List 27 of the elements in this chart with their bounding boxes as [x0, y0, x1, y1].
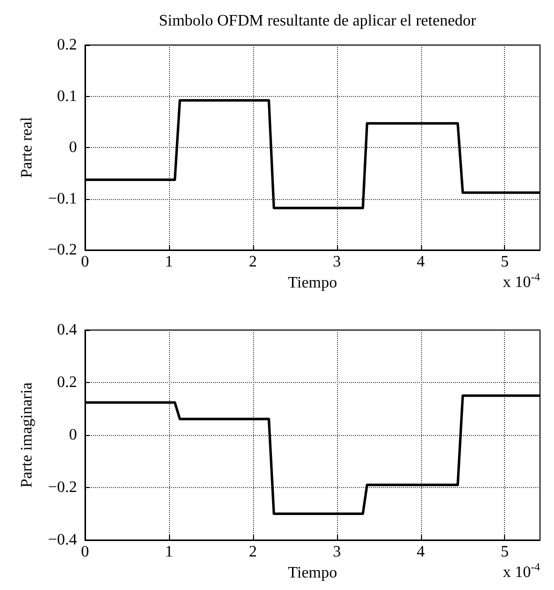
y-tick-label: −0.2: [48, 242, 77, 258]
x-tick-label: 2: [248, 254, 257, 270]
y-tick-label: −0.1: [48, 190, 77, 208]
x-tick-label: 3: [332, 544, 341, 560]
chart-title: Simbolo OFDM resultante de aplicar el retenedor: [158, 12, 477, 30]
y-tick-label: 0.2: [57, 36, 77, 54]
y-axis-title: Parte imaginaria: [18, 382, 36, 488]
x-tick-label: 5: [500, 254, 509, 270]
y-tick-label: 0.4: [57, 322, 77, 338]
y-tick-label: 0.1: [57, 88, 77, 105]
y-tick-label: 0: [69, 426, 77, 444]
x-tick-label: 4: [416, 544, 425, 560]
x-axis-title: Tiempo: [288, 274, 338, 292]
x-axis-title: Tiempo: [288, 564, 338, 582]
x-tick-label: 1: [164, 254, 173, 270]
x-tick-label: 5: [500, 544, 509, 560]
y-tick-label: 0.2: [57, 374, 77, 391]
y-tick-label: 0: [69, 139, 77, 156]
x-tick-label: 0: [81, 254, 89, 270]
x-tick-label: 3: [332, 254, 341, 270]
x-tick-label: 0: [81, 544, 89, 560]
y-tick-label: −0.4: [48, 532, 77, 548]
x-tick-label: 1: [164, 544, 173, 560]
y-axis-title: Parte real: [18, 116, 36, 178]
x-tick-label: 2: [248, 544, 257, 560]
y-tick-label: −0.2: [48, 479, 77, 496]
x-tick-label: 4: [416, 254, 425, 270]
